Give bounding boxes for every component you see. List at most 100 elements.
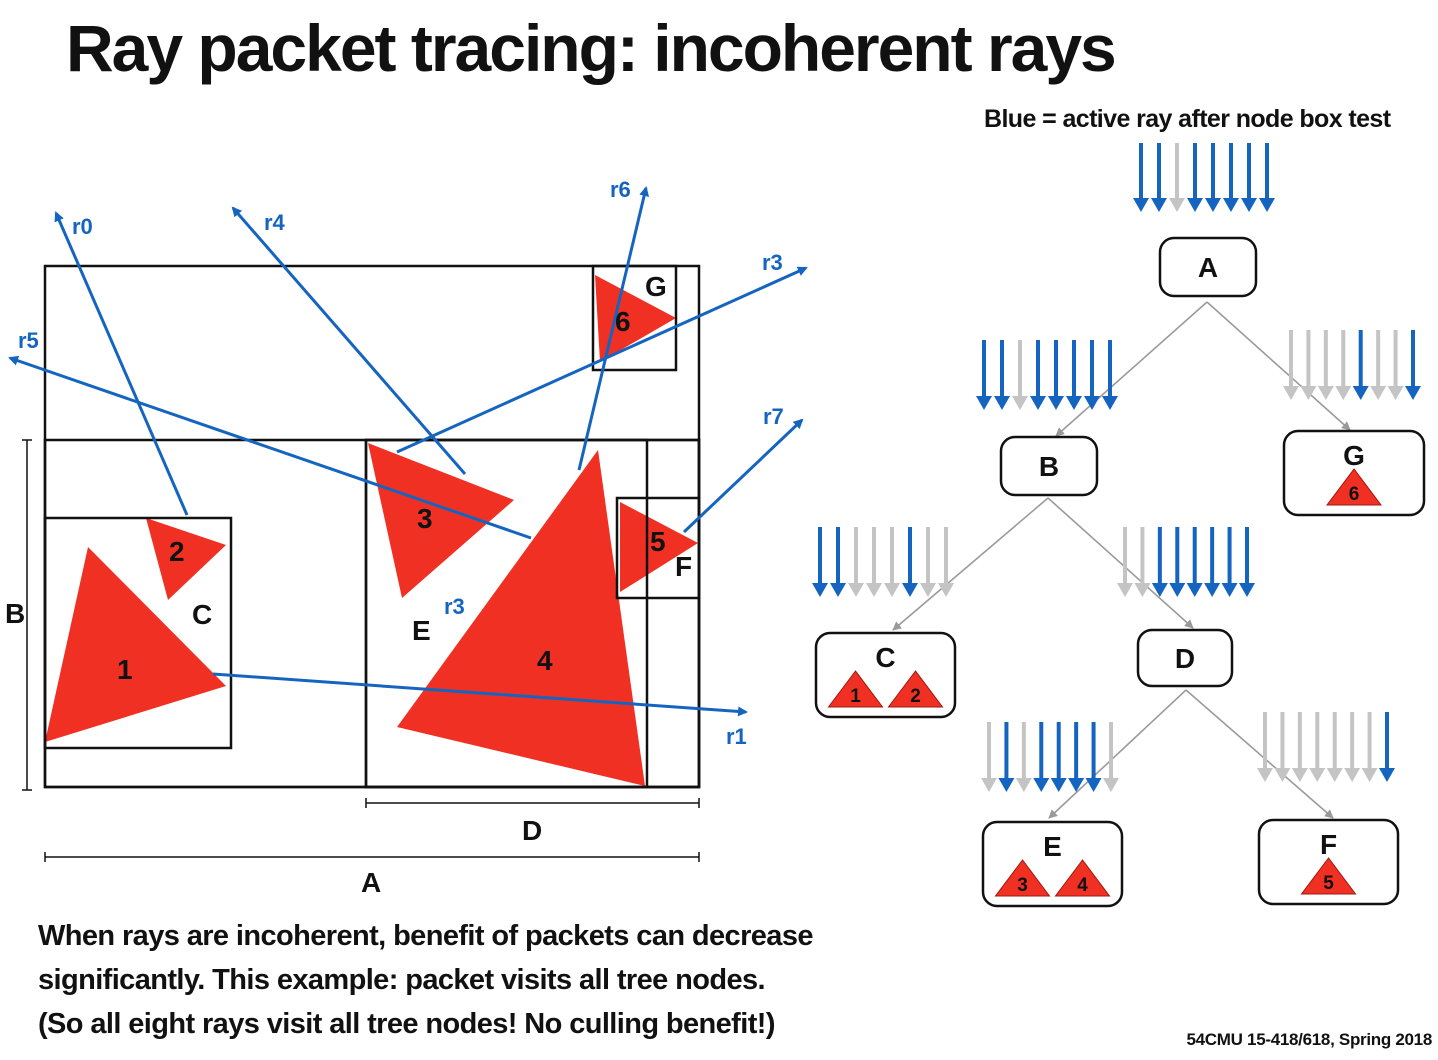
tree-triangle-2 — [887, 670, 944, 708]
scene-triangles — [45, 275, 698, 786]
scene-boxes — [43, 264, 701, 789]
triangle-label-5: 5 — [650, 526, 666, 557]
slide-footer: 54CMU 15-418/618, Spring 2018 — [1186, 1030, 1433, 1049]
packet-ray-inactive — [1117, 527, 1133, 597]
packet-ray-active — [1084, 340, 1100, 410]
ray-r5 — [8, 355, 532, 540]
tree-triangle-1 — [827, 670, 884, 708]
tree-node-label: B — [1039, 451, 1059, 482]
triangle-1 — [45, 547, 226, 742]
ray-packet-g — [1283, 330, 1421, 400]
tree-caption: Blue = active ray after node box test — [984, 105, 1392, 133]
tree-node-a: A — [1158, 236, 1258, 298]
packet-ray-inactive — [1274, 712, 1291, 782]
caption-line-2: significantly. This example: packet visi… — [38, 964, 766, 996]
packet-ray-active — [1205, 143, 1221, 212]
ray-r6 — [577, 186, 650, 471]
packet-ray-active — [812, 527, 828, 597]
packet-ray-inactive — [884, 527, 900, 597]
ray-r3 — [396, 266, 808, 454]
triangle-3 — [368, 443, 514, 598]
box-label-a: A — [361, 867, 381, 898]
packet-ray-inactive — [1283, 330, 1299, 400]
ray-r7 — [682, 418, 804, 534]
tree-node-label: D — [1175, 643, 1195, 674]
triangle-5 — [620, 502, 698, 592]
packet-ray-inactive — [981, 722, 997, 792]
ray-packets — [812, 143, 1421, 792]
tree-node-label: E — [1043, 831, 1062, 862]
tree-triangle-label: 4 — [1077, 875, 1088, 896]
packet-ray-inactive — [866, 527, 882, 597]
box-labels: G C E F B D A — [5, 271, 692, 898]
box-f — [615, 496, 701, 600]
box-label-d: D — [522, 815, 542, 846]
packet-ray-active — [1259, 143, 1275, 212]
tree-triangle-label: 1 — [850, 686, 861, 707]
tree-node-d: D — [1136, 628, 1234, 688]
packet-ray-active — [830, 527, 846, 597]
packet-ray-active — [1050, 722, 1067, 792]
packet-ray-active — [1221, 527, 1238, 597]
tree-node-f: F5 — [1257, 818, 1400, 906]
caption: When rays are incoherent, benefit of pac… — [38, 914, 838, 1046]
ray-packet-c — [812, 527, 954, 597]
packet-ray-active — [1169, 527, 1186, 597]
tree-triangle-5 — [1300, 857, 1357, 895]
ray-label-r4: r4 — [264, 210, 286, 235]
packet-ray-active — [1204, 527, 1221, 597]
scene-rays — [8, 186, 808, 717]
packet-ray-active — [1085, 722, 1102, 792]
tree-node-b: B — [999, 435, 1099, 497]
caption-line-3: (So all eight rays visit all tree nodes!… — [38, 1008, 775, 1040]
packet-ray-inactive — [1257, 712, 1273, 782]
ray-r1 — [212, 672, 748, 717]
tree-triangle-6 — [1326, 468, 1382, 506]
triangle-6 — [595, 275, 676, 362]
box-label-f: F — [675, 551, 692, 582]
packet-ray-active — [1030, 340, 1046, 410]
tree-node-label: C — [875, 642, 895, 673]
tree-node-e: E3 4 — [981, 820, 1124, 908]
triangle-label-6: 6 — [615, 306, 631, 337]
tree-triangle-4 — [1054, 859, 1111, 897]
ray-packet-b — [976, 340, 1118, 410]
edge-d-f — [1185, 689, 1334, 819]
tree-triangle-label: 2 — [910, 686, 921, 707]
scene-panel: r0 r4 r6 r3 r5 r7 r1 r3 G C E F B D A 1 … — [5, 177, 808, 898]
packet-ray-inactive — [1370, 330, 1387, 400]
ray-labels: r0 r4 r6 r3 r5 r7 r1 r3 — [18, 177, 784, 749]
packet-ray-active — [1048, 340, 1064, 410]
packet-ray-active — [1033, 722, 1050, 792]
box-label-b: B — [5, 598, 25, 629]
packet-ray-active — [1186, 527, 1203, 597]
packet-ray-active — [1352, 330, 1369, 400]
packet-ray-active — [998, 722, 1015, 792]
packet-ray-inactive — [1291, 712, 1308, 782]
tree-panel: Blue = active ray after node box test A B… — [812, 105, 1426, 908]
tree-edges — [892, 301, 1351, 819]
packet-ray-inactive — [1344, 712, 1361, 782]
packet-ray-inactive — [1326, 712, 1343, 782]
tree-node-g: G6 — [1282, 429, 1426, 517]
tree-node-label: G — [1343, 440, 1365, 471]
box-label-e: E — [412, 615, 431, 646]
triangle-labels: 1 2 3 4 5 6 — [117, 306, 666, 685]
packet-ray-inactive — [1317, 330, 1334, 400]
ray-label-r3-inner: r3 — [444, 594, 465, 619]
packet-ray-inactive — [1387, 330, 1404, 400]
packet-ray-active — [1102, 340, 1118, 410]
edge-a-b — [1055, 301, 1208, 437]
packet-ray-inactive — [1309, 712, 1326, 782]
packet-ray-active — [1379, 712, 1395, 782]
ray-packet-d — [1117, 527, 1255, 597]
packet-ray-inactive — [938, 527, 954, 597]
packet-ray-inactive — [1134, 527, 1151, 597]
triangle-label-1: 1 — [117, 654, 133, 685]
packet-ray-active — [976, 340, 992, 410]
packet-ray-inactive — [1103, 722, 1119, 792]
box-e — [364, 438, 649, 789]
ray-label-r6: r6 — [610, 177, 631, 202]
triangle-label-4: 4 — [537, 645, 553, 676]
